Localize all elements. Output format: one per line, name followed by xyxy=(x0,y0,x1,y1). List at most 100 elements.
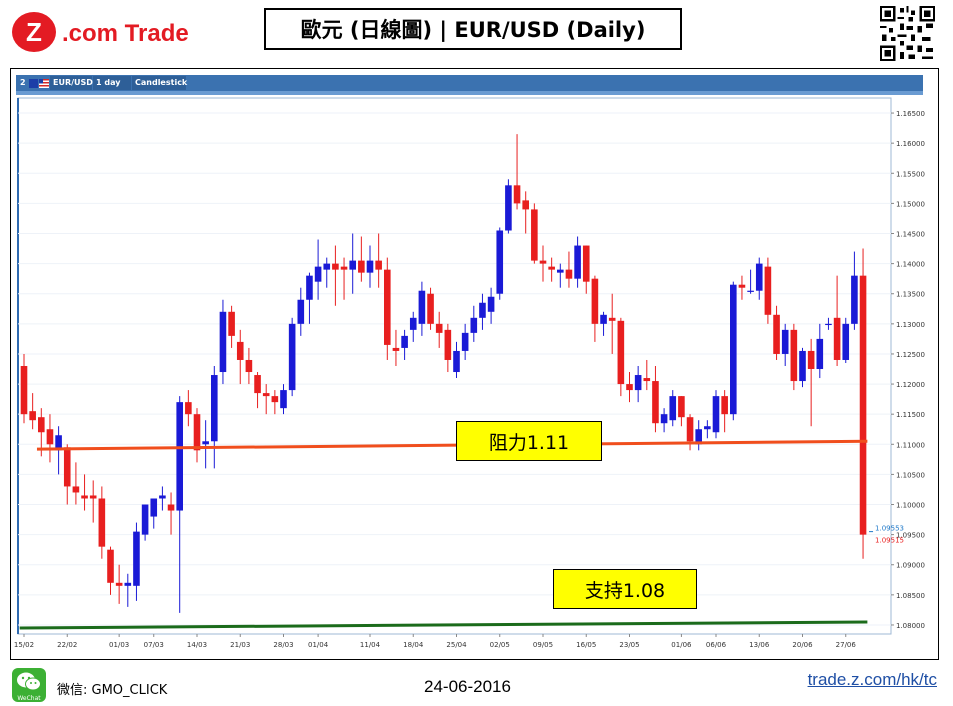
y-tick-label: 1.12500 xyxy=(896,351,925,359)
y-tick-label: 1.09500 xyxy=(896,532,925,540)
candle-body xyxy=(81,495,88,499)
candle-body xyxy=(219,311,227,373)
candle-body xyxy=(176,402,183,511)
x-tick-label: 07/03 xyxy=(144,641,164,649)
candle-body xyxy=(859,275,867,535)
report-date: 24-06-2016 xyxy=(424,677,511,696)
x-tick-label: 27/06 xyxy=(836,641,857,649)
candle-body xyxy=(617,320,625,385)
candle-body xyxy=(20,366,28,415)
candle-body xyxy=(185,402,192,415)
zcom-trade-logo: Z .com Trade xyxy=(12,12,189,52)
candle-body xyxy=(548,266,555,270)
candle-body xyxy=(721,396,728,415)
interval-tab[interactable]: 1 day xyxy=(93,76,131,90)
candle-body xyxy=(557,269,564,273)
support-line xyxy=(19,620,868,630)
candle-body xyxy=(392,347,400,351)
candle-body xyxy=(773,314,780,354)
x-tick-label: 01/03 xyxy=(109,641,129,649)
y-tick-label: 1.15000 xyxy=(896,200,925,208)
candle-body xyxy=(738,284,746,288)
candle-body xyxy=(539,260,547,264)
candle-body xyxy=(89,495,97,499)
candle-body xyxy=(600,314,607,324)
candle-body xyxy=(781,329,789,354)
candle-body xyxy=(332,263,339,270)
candle-body xyxy=(228,311,235,336)
candle-body xyxy=(799,350,806,382)
candle-body xyxy=(72,486,80,493)
candle-body xyxy=(211,375,218,442)
x-tick-label: 14/03 xyxy=(187,641,207,649)
candle-body xyxy=(349,260,356,270)
chart-style-tab[interactable]: Candlestick xyxy=(132,76,187,90)
candle-body xyxy=(38,417,45,433)
candle-body xyxy=(124,582,132,586)
candle-body xyxy=(591,278,599,324)
candle-body xyxy=(608,317,616,321)
chart-toolbar xyxy=(16,75,923,91)
candle-body xyxy=(366,260,374,273)
x-tick-label: 01/04 xyxy=(308,641,329,649)
y-tick-label: 1.15500 xyxy=(896,170,925,178)
last-price-label: 1.09515 xyxy=(875,537,904,545)
y-tick-label: 1.14000 xyxy=(896,261,925,269)
x-tick-label: 20/06 xyxy=(792,641,813,649)
y-tick-label: 1.13500 xyxy=(896,291,925,299)
candle-body xyxy=(505,185,512,231)
chart-tab-number[interactable]: 2 xyxy=(20,78,26,87)
candle-body xyxy=(522,200,529,210)
candle-body xyxy=(695,429,702,445)
x-tick-label: 22/02 xyxy=(57,641,77,649)
chart-toolbar-underline xyxy=(16,91,923,95)
candle-body xyxy=(150,498,158,517)
candle-body xyxy=(167,504,175,511)
eu-us-flag-icon xyxy=(29,79,49,88)
candle-body xyxy=(730,284,737,415)
y-tick-label: 1.08000 xyxy=(896,622,925,630)
candle-body xyxy=(46,429,54,445)
candle-body xyxy=(643,378,651,382)
x-tick-label: 21/03 xyxy=(230,641,250,649)
candle-body xyxy=(271,396,279,403)
candle-body xyxy=(790,329,798,382)
candle-body xyxy=(107,549,114,583)
candle-body xyxy=(833,317,841,360)
symbol-tab[interactable]: EUR/USD xyxy=(50,76,93,90)
candle-body xyxy=(660,414,668,424)
y-tick-label: 1.11000 xyxy=(896,441,925,449)
website-link[interactable]: trade.z.com/hk/tc xyxy=(807,670,937,689)
last-price-label: 1.09553 xyxy=(875,524,904,532)
candle-body xyxy=(297,299,305,324)
candle-body xyxy=(29,411,36,421)
candle-body xyxy=(842,323,850,360)
y-tick-label: 1.16500 xyxy=(896,110,925,118)
candle-body xyxy=(159,495,166,499)
svg-text:.com Trade: .com Trade xyxy=(62,20,189,47)
candle-body xyxy=(288,323,296,391)
candle-body xyxy=(851,275,858,324)
candle-body xyxy=(669,396,677,421)
resistance-callout: 阻力1.11 xyxy=(456,421,602,461)
candle-body xyxy=(63,447,71,487)
qr-code-icon xyxy=(880,6,935,61)
candle-body xyxy=(133,531,140,586)
candle-body xyxy=(193,414,201,451)
candle-body xyxy=(427,293,434,324)
candle-body xyxy=(409,317,417,330)
candle-body xyxy=(418,290,426,324)
candle-body xyxy=(55,435,62,451)
candle-body xyxy=(202,441,209,445)
y-tick-label: 1.12000 xyxy=(896,381,925,389)
resistance-line xyxy=(36,439,868,451)
x-tick-label: 25/04 xyxy=(446,641,467,649)
candle-body xyxy=(816,338,824,370)
candle-body xyxy=(98,498,106,547)
candle-body xyxy=(245,359,253,373)
x-tick-label: 11/04 xyxy=(360,641,381,649)
candle-body xyxy=(704,426,711,430)
candle-body xyxy=(262,393,270,397)
candle-body xyxy=(314,266,322,282)
